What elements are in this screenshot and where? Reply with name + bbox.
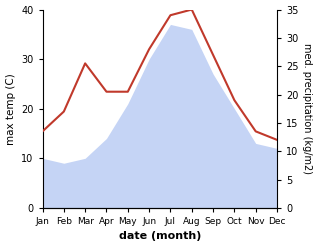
X-axis label: date (month): date (month) [119, 231, 201, 242]
Y-axis label: med. precipitation (kg/m2): med. precipitation (kg/m2) [302, 43, 313, 174]
Y-axis label: max temp (C): max temp (C) [5, 73, 16, 144]
